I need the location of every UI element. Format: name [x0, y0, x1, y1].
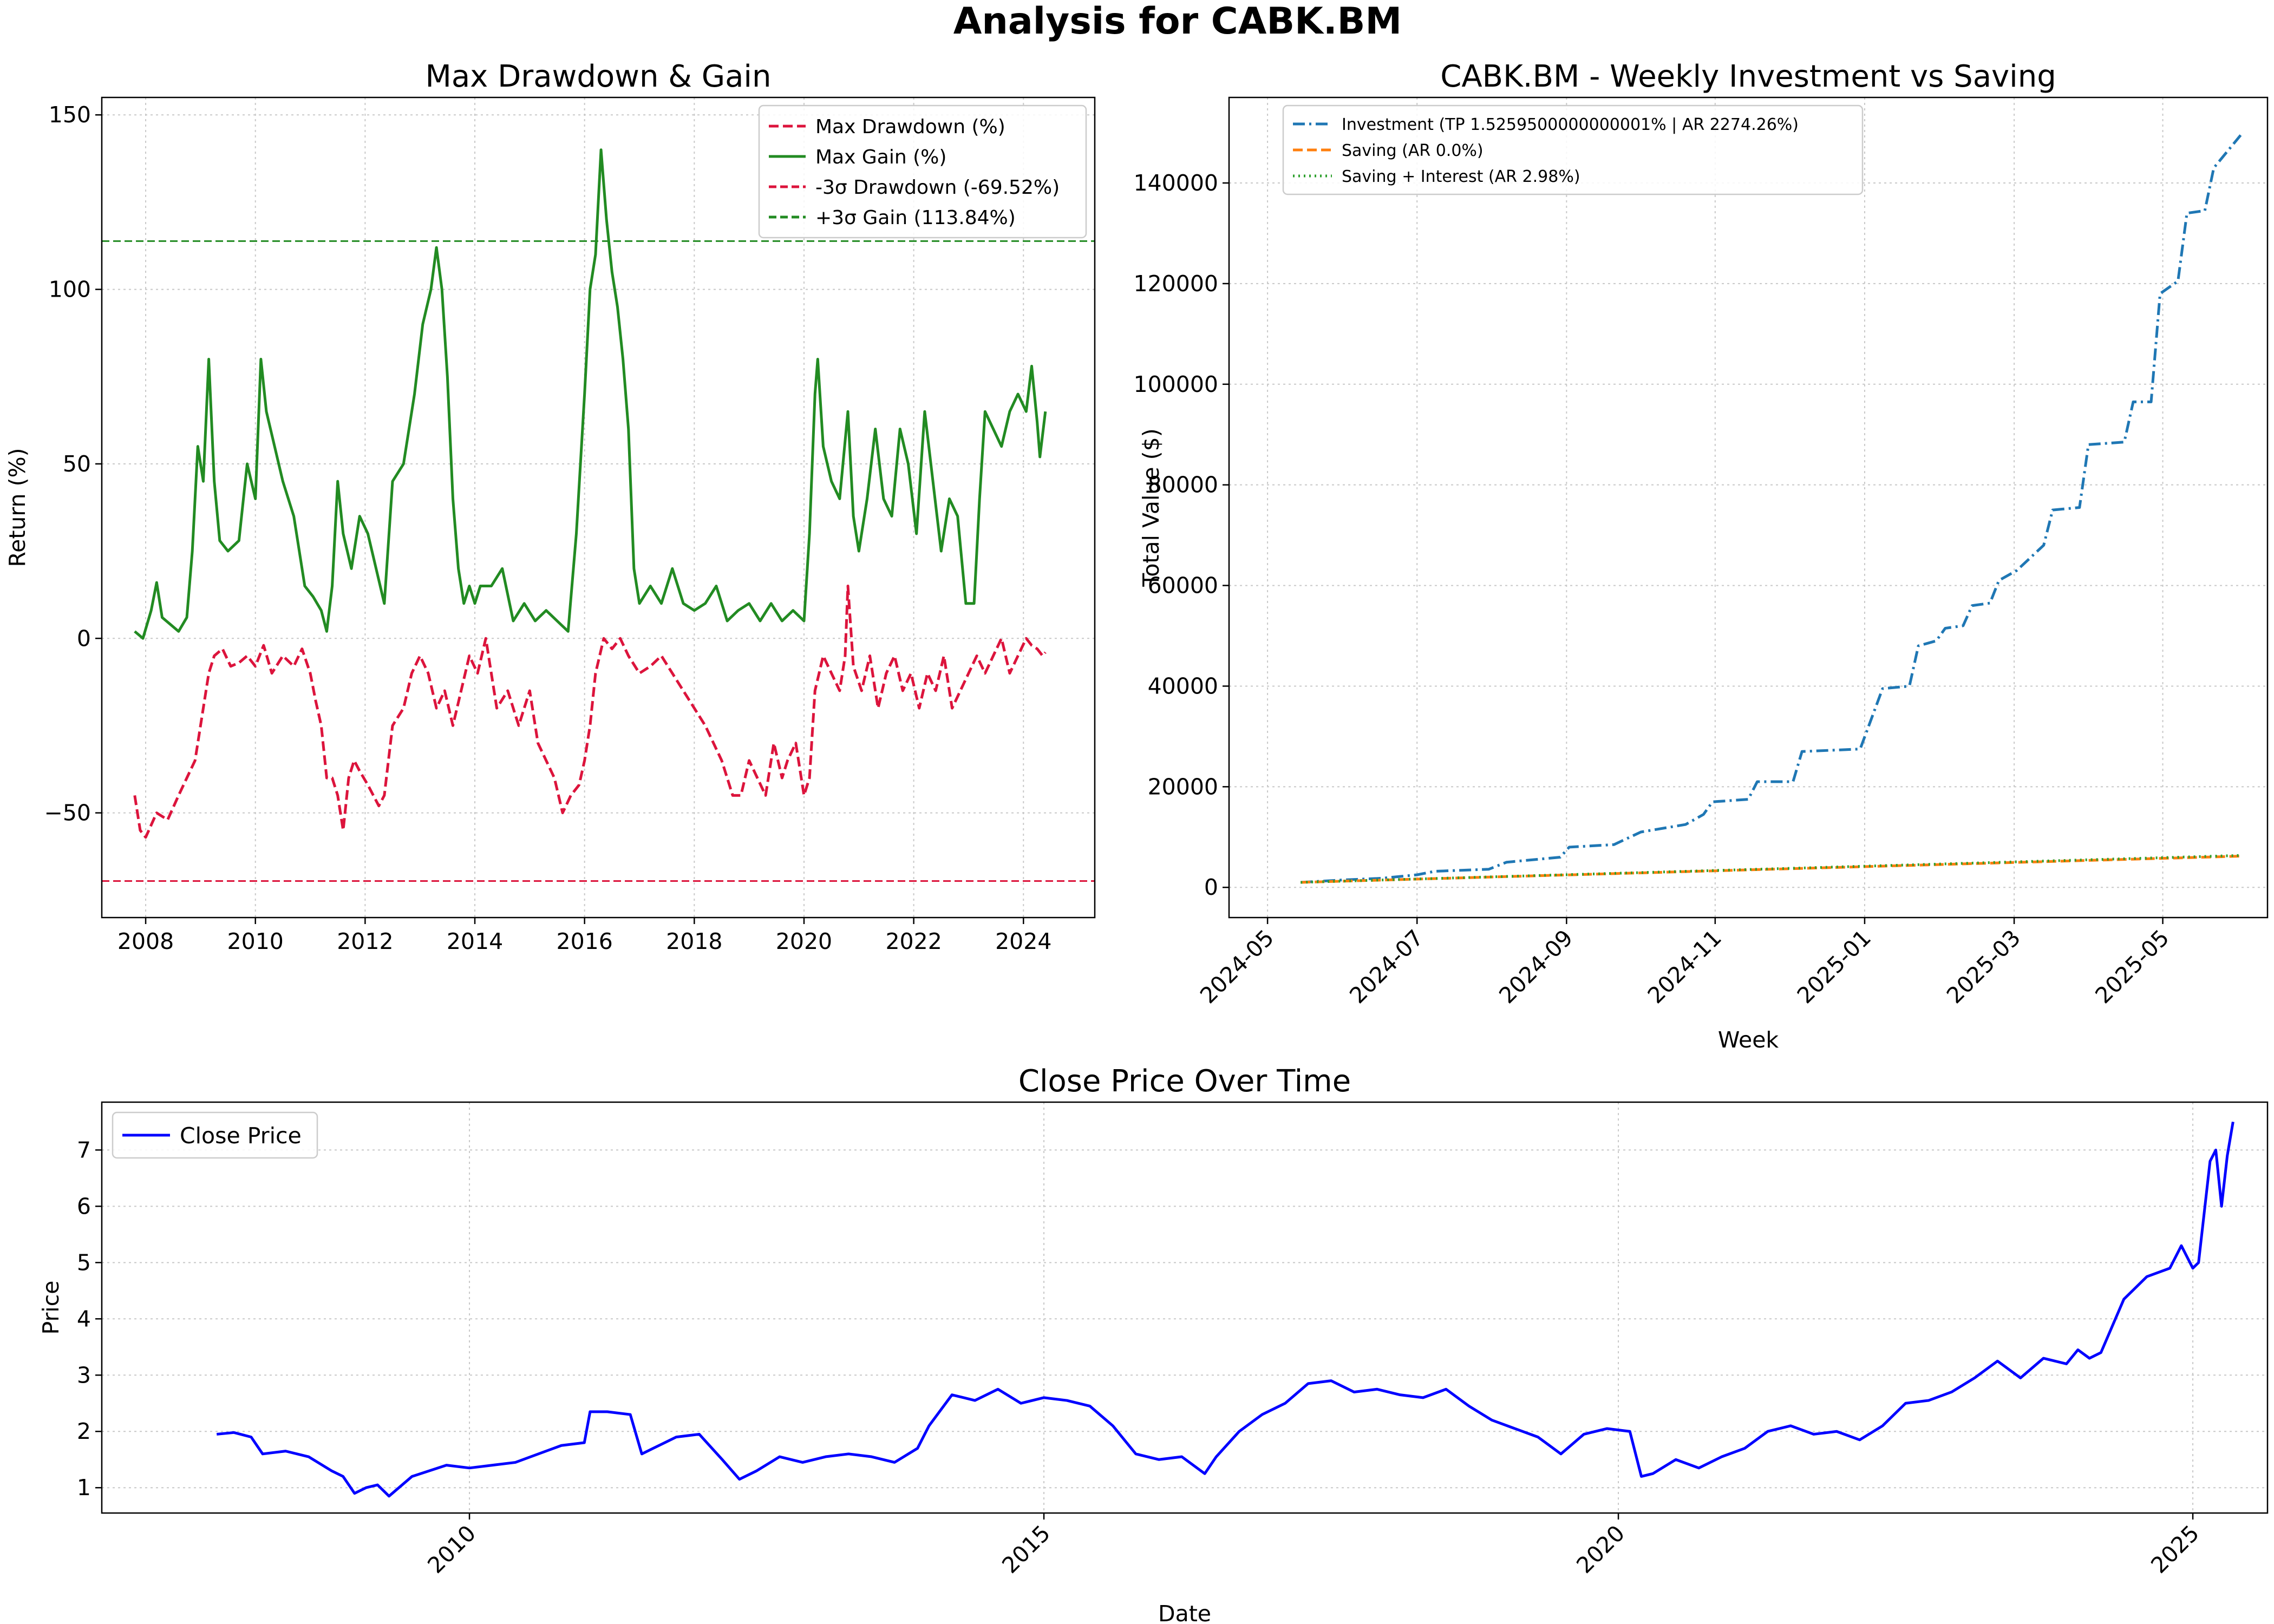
drawdown-ytick-label: −50 [44, 800, 91, 826]
price-ytick-label: 1 [77, 1475, 91, 1501]
investment-xtick-label: 2024-11 [1643, 925, 1727, 1009]
investment-legend-box [1282, 104, 1864, 195]
investment-xtick-label: 2024-05 [1195, 925, 1279, 1009]
drawdown-legend-label: Max Drawdown (%) [815, 116, 1005, 138]
investment-xlabel: Week [1718, 1027, 1779, 1053]
price-ytick-label: 7 [77, 1137, 91, 1163]
price-series-line [216, 1121, 2234, 1498]
drawdown-axes-frame [101, 96, 1096, 919]
panel-drawdown: Max Drawdown & Gain 2008 2010 2012 2014 2016 2… [4, 59, 1096, 954]
investment-xtick-label: 2024-09 [1494, 925, 1578, 1009]
drawdown-ytick-label: 0 [77, 625, 91, 651]
investment-legend-label: Investment (TP 1.5259500000000001% | AR … [1342, 115, 1799, 134]
investment-ytick-label: 80000 [1148, 472, 1218, 498]
investment-series-line [1301, 855, 2241, 884]
price-xlabel: Date [1158, 1601, 1211, 1624]
investment-ylabel: Total Value ($) [1138, 428, 1164, 587]
drawdown-series-line [134, 148, 1047, 640]
price-xtick-label: 2015 [997, 1520, 1055, 1579]
investment-xtick-label: 2025-01 [1792, 925, 1876, 1009]
drawdown-ylabel: Return (%) [4, 448, 30, 567]
price-legend: Close Price [112, 1111, 318, 1159]
investment-ytick-label: 120000 [1133, 271, 1218, 297]
drawdown-xtick-label: 2018 [666, 928, 722, 954]
price-ytick-label: 2 [77, 1418, 91, 1444]
drawdown-legend-label: +3σ Gain (113.84%) [815, 207, 1016, 229]
investment-ytick-label: 40000 [1148, 673, 1218, 699]
drawdown-legend-box [758, 104, 1087, 239]
drawdown-legend: Max Drawdown (%) Max Gain (%) -3σ Drawdown… [758, 104, 1087, 239]
price-ytick-label: 5 [77, 1249, 91, 1275]
investment-series-line [1301, 134, 2242, 884]
investment-ytick-label: 60000 [1148, 573, 1218, 599]
investment-ytick-label: 20000 [1148, 774, 1218, 800]
drawdown-xtick-label: 2022 [885, 928, 942, 954]
price-ytick-label: 4 [77, 1306, 91, 1332]
price-ytick-label: 3 [77, 1362, 91, 1388]
panel-investment: CABK.BM - Weekly Investment vs Saving 202… [1133, 59, 2269, 1053]
investment-xtick-label: 2025-05 [2090, 925, 2174, 1009]
investment-ytick-label: 0 [1204, 874, 1218, 900]
drawdown-xtick-label: 2020 [776, 928, 832, 954]
price-title: Close Price Over Time [1018, 1064, 1351, 1099]
price-ylabel: Price [38, 1280, 64, 1334]
drawdown-ytick-label: 150 [49, 102, 91, 128]
investment-axes-frame [1228, 96, 2269, 919]
investment-ytick-label: 100000 [1133, 371, 1218, 397]
drawdown-legend-label: -3σ Drawdown (-69.52%) [815, 176, 1060, 199]
price-xtick-label: 2025 [2146, 1520, 2204, 1579]
investment-ytick-label: 140000 [1133, 170, 1218, 196]
price-axes-frame [101, 1101, 2269, 1514]
drawdown-plot-area [102, 148, 1095, 882]
investment-xtick-label: 2024-07 [1344, 925, 1428, 1009]
investment-legend-label: Saving + Interest (AR 2.98%) [1342, 167, 1580, 186]
panel-price: Close Price Over Time 2010 2015 2020 2025 1 2 3… [38, 1064, 2269, 1624]
drawdown-series-line [133, 585, 1047, 839]
investment-legend: Investment (TP 1.5259500000000001% | AR … [1282, 104, 1864, 195]
price-xtick-label: 2020 [1571, 1520, 1630, 1579]
drawdown-title: Max Drawdown & Gain [426, 59, 772, 94]
drawdown-xtick-label: 2016 [556, 928, 612, 954]
price-legend-box [112, 1111, 318, 1159]
drawdown-ytick-label: 50 [63, 451, 91, 477]
drawdown-xtick-label: 2014 [447, 928, 503, 954]
drawdown-xtick-label: 2010 [227, 928, 284, 954]
price-plot-area [216, 1121, 2234, 1498]
price-xtick-label: 2010 [422, 1520, 481, 1579]
drawdown-xtick-label: 2012 [337, 928, 393, 954]
drawdown-xtick-label: 2024 [995, 928, 1051, 954]
figure-title: Analysis for CABK.BM [953, 0, 1402, 43]
drawdown-xtick-label: 2008 [117, 928, 174, 954]
price-ytick-label: 6 [77, 1193, 91, 1219]
drawdown-ytick-label: 100 [49, 277, 91, 303]
drawdown-legend-label: Max Gain (%) [815, 146, 946, 168]
investment-plot-area [1301, 134, 2242, 884]
investment-xtick-label: 2025-03 [1942, 925, 2025, 1009]
investment-title: CABK.BM - Weekly Investment vs Saving [1440, 59, 2056, 94]
investment-legend-label: Saving (AR 0.0%) [1342, 141, 1484, 160]
price-legend-label: Close Price [180, 1123, 302, 1149]
